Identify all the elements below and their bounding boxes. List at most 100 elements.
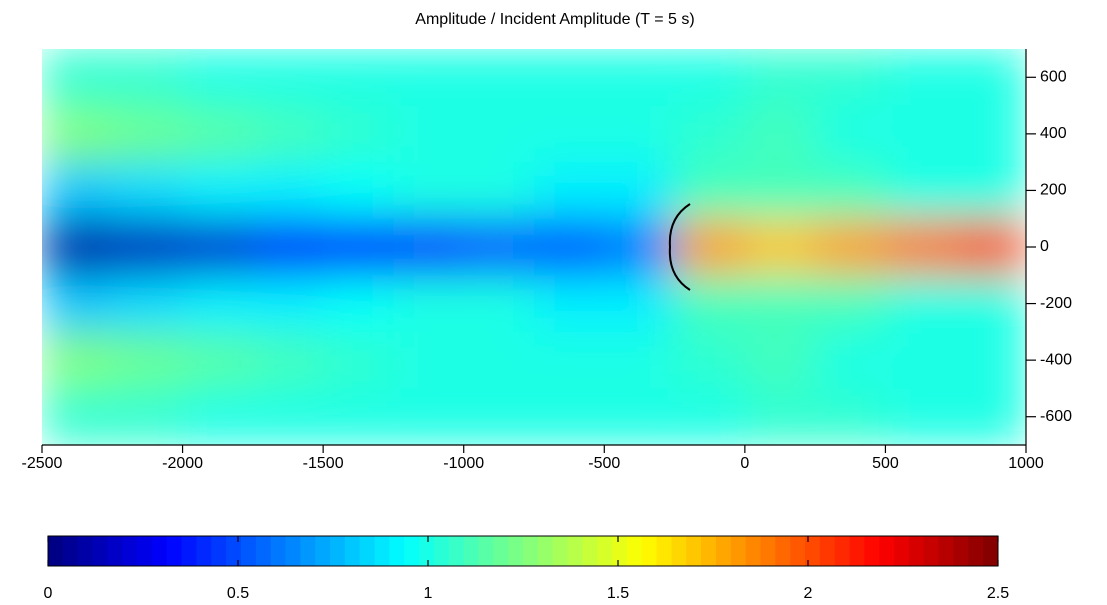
colorbar-swatch: [137, 536, 153, 566]
heatmap-cell: [955, 162, 1026, 220]
heatmap-cell: [534, 162, 605, 220]
colorbar-swatch: [196, 536, 212, 566]
heatmap-cell: [323, 218, 394, 276]
colorbar-swatch: [968, 536, 984, 566]
colorbar-swatch: [433, 536, 450, 566]
colorbar-swatch: [923, 536, 940, 566]
heatmap-cell: [393, 49, 465, 107]
heatmap-cell: [744, 105, 816, 163]
heatmap-cell: [112, 105, 184, 163]
heatmap-cell: [393, 331, 465, 389]
x-tick-label: -2500: [22, 455, 63, 472]
colorbar-swatch: [315, 536, 331, 566]
breakwater: [668, 203, 691, 291]
heatmap-cell: [182, 388, 254, 445]
colorbar-swatch: [864, 536, 880, 566]
heatmap-cell: [463, 331, 535, 389]
heatmap-cell: [744, 49, 816, 107]
colorbar-swatch: [122, 536, 138, 566]
heatmap-cell: [604, 331, 676, 389]
colorbar-swatch: [537, 536, 554, 566]
colorbar-swatch: [715, 536, 732, 566]
x-tick-label: 1000: [1008, 455, 1044, 472]
colorbar-frame: [47, 535, 999, 567]
colorbar: 0 0.5 1 1.5 2 2.5: [44, 535, 1009, 602]
heatmap-cell: [112, 275, 184, 333]
heatmap-cell: [674, 331, 746, 389]
heatmap-cell: [674, 275, 746, 333]
colorbar-swatch: [671, 536, 687, 566]
x-tick-label: 0: [740, 455, 749, 472]
x-tick-label: -1000: [443, 455, 484, 472]
y-tick-label: -400: [1040, 351, 1072, 368]
heatmap-cell: [182, 331, 254, 389]
colorbar-swatch: [686, 536, 702, 566]
colorbar-swatch: [300, 536, 316, 566]
colorbar-swatch: [656, 536, 672, 566]
colorbar-swatch: [938, 536, 954, 566]
colorbar-swatch: [508, 536, 524, 566]
heatmap-cell: [534, 388, 605, 445]
y-tick-label: -600: [1040, 408, 1072, 425]
colorbar-swatch: [463, 536, 479, 566]
heatmap-cell: [885, 388, 957, 445]
heatmap-cell: [534, 218, 605, 276]
heatmap-cell: [42, 105, 113, 163]
colorbar-swatch: [552, 536, 569, 566]
heatmap-cell: [674, 388, 746, 445]
colorbar-swatch: [641, 536, 658, 566]
heatmap-cell: [42, 275, 113, 333]
heatmap-cell: [534, 275, 605, 333]
colorbar-tick-label: 2: [804, 585, 813, 602]
colorbar-swatch: [908, 536, 925, 566]
colorbar-swatch: [359, 536, 376, 566]
heatmap-cell: [815, 49, 886, 107]
heatmap-cell: [674, 105, 746, 163]
heatmap-cell: [252, 388, 324, 445]
heatmap-cell: [323, 105, 394, 163]
colorbar-swatch: [270, 536, 286, 566]
colorbar-swatch: [983, 536, 999, 566]
heatmap-cell: [534, 331, 605, 389]
colorbar-tick-label: 0: [44, 585, 53, 602]
heatmap-cell: [604, 49, 676, 107]
heatmap-cell: [42, 218, 113, 276]
heatmap-cell: [744, 218, 816, 276]
heatmap-cell: [955, 105, 1026, 163]
axes: -2500 -2000 -1500 -1000 -500 0 500 1000-600-400…: [22, 49, 1072, 472]
heatmap-cell: [323, 162, 394, 220]
chart-title: Amplitude / Incident Amplitude (T = 5 s): [415, 11, 694, 28]
heatmap-cell: [112, 162, 184, 220]
colorbar-swatch: [389, 536, 405, 566]
colorbar-swatch: [181, 536, 197, 566]
colorbar-swatch: [760, 536, 776, 566]
colorbar-swatch: [62, 536, 79, 566]
heatmap-cell: [815, 331, 886, 389]
heatmap-cell: [463, 49, 535, 107]
colorbar-swatch: [419, 536, 435, 566]
heatmap-cell: [252, 162, 324, 220]
heatmap-cell: [604, 218, 676, 276]
colorbar-swatch: [626, 536, 643, 566]
heatmap-cell: [393, 275, 465, 333]
heatmap-cell: [112, 49, 184, 107]
heatmap-cell: [955, 275, 1026, 333]
heatmap: [42, 49, 1026, 445]
colorbar-swatch: [701, 536, 717, 566]
y-tick-label: -200: [1040, 295, 1072, 312]
colorbar-swatch: [745, 536, 761, 566]
colorbar-swatch: [597, 536, 613, 566]
heatmap-cell: [815, 162, 886, 220]
colorbar-tick-label: 1.5: [607, 585, 629, 602]
colorbar-swatch: [953, 536, 969, 566]
heatmap-cell: [42, 162, 113, 220]
heatmap-cell: [393, 105, 465, 163]
heatmap-cell: [815, 218, 886, 276]
heatmap-cell: [252, 275, 324, 333]
colorbar-swatch: [478, 536, 494, 566]
colorbar-tick-label: 2.5: [987, 585, 1009, 602]
y-tick-label: 200: [1040, 182, 1067, 199]
heatmap-cell: [182, 275, 254, 333]
colorbar-swatch: [374, 536, 390, 566]
heatmap-cell: [885, 105, 957, 163]
